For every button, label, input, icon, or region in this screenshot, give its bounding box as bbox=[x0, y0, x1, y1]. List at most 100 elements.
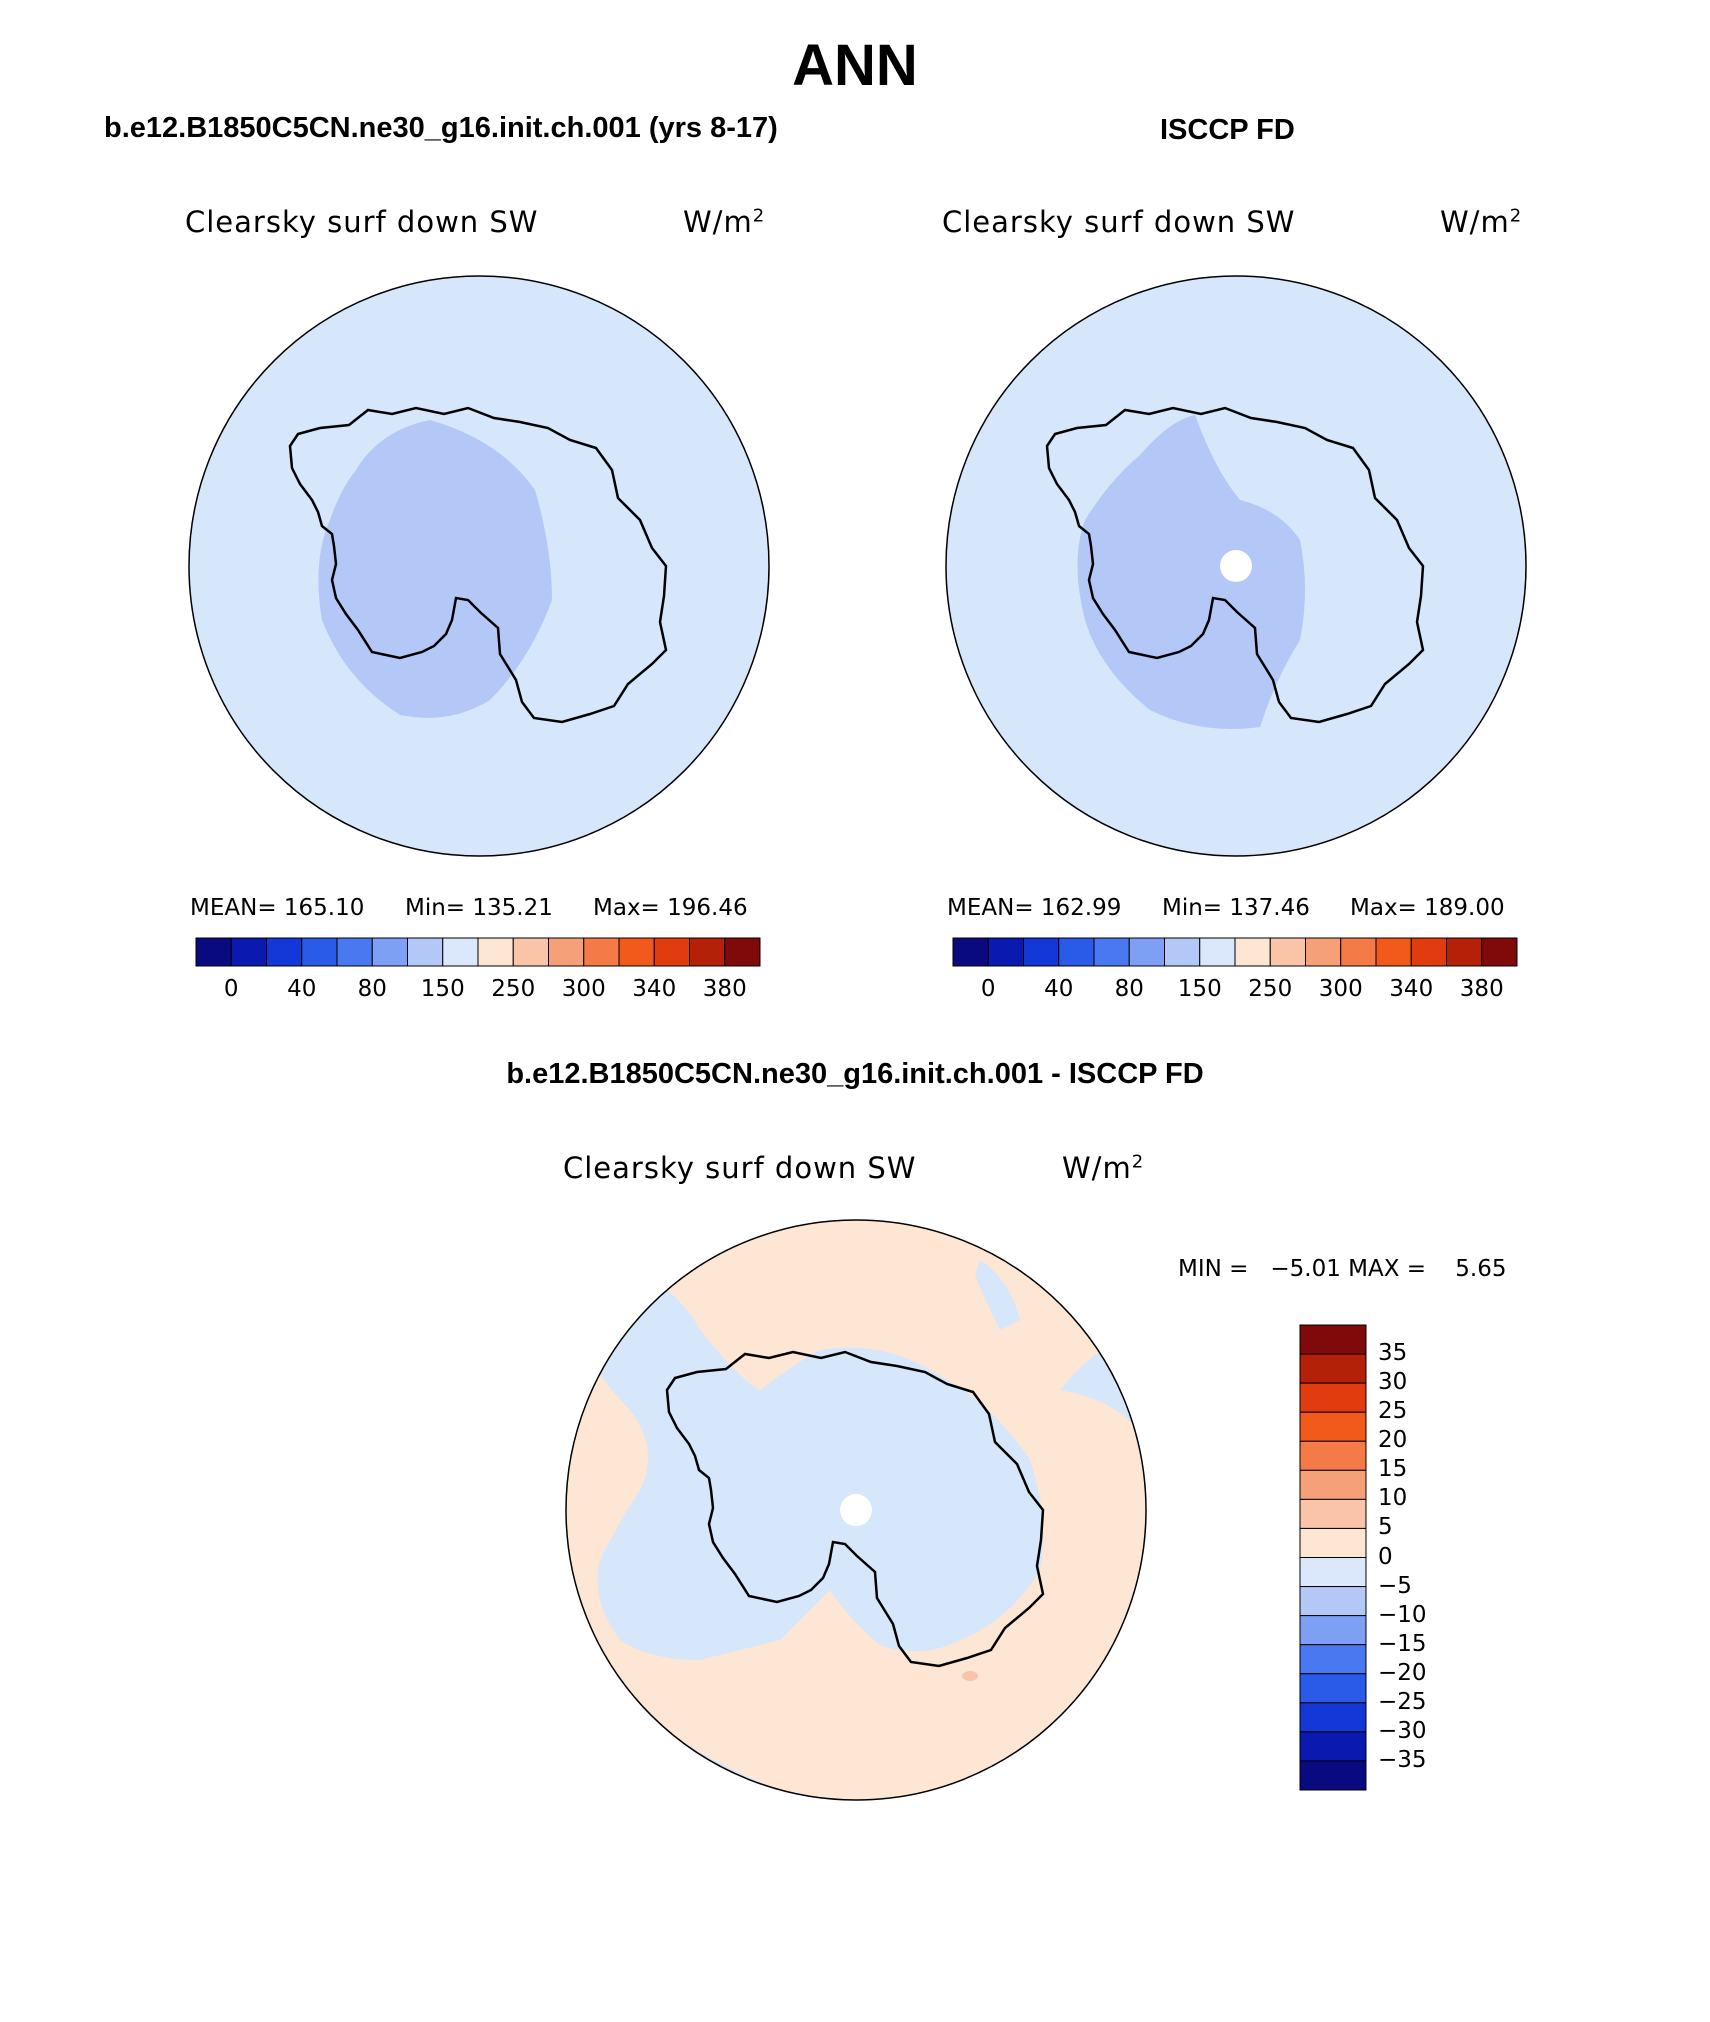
colorbar-swatch bbox=[1299, 1673, 1367, 1704]
colorbar-swatch bbox=[724, 937, 761, 967]
colorbar-swatch bbox=[1299, 1324, 1367, 1355]
colorbar-swatch bbox=[1375, 937, 1412, 967]
colorbar-diff bbox=[1299, 1324, 1367, 1791]
colorbar-tick-label: 250 bbox=[1248, 976, 1293, 1002]
map-diff bbox=[566, 1220, 1146, 1800]
panel-diff-minmax: MIN = −5.01 MAX = 5.65 bbox=[1178, 1256, 1507, 1282]
colorbar-swatch bbox=[442, 937, 479, 967]
map-model bbox=[189, 276, 769, 856]
colorbar-tick-label: 30 bbox=[1378, 1369, 1408, 1396]
colorbar-swatch bbox=[1164, 937, 1201, 967]
panel-diff-subtitle: b.e12.B1850C5CN.ne30_g16.init.ch.001 - I… bbox=[506, 1058, 1204, 1090]
colorbar-swatch bbox=[689, 937, 726, 967]
colorbar-swatch bbox=[1299, 1702, 1367, 1733]
colorbar-swatch bbox=[1410, 937, 1447, 967]
colorbar-swatch bbox=[952, 937, 989, 967]
colorbar-tick-label: 340 bbox=[1389, 976, 1434, 1002]
colorbar-tick-label: 0 bbox=[980, 976, 996, 1002]
colorbar-swatch bbox=[336, 937, 373, 967]
low-value-region bbox=[1077, 415, 1305, 729]
colorbar-swatch bbox=[1340, 937, 1377, 967]
colorbar-tick-label: 300 bbox=[561, 976, 606, 1002]
colorbar-swatch bbox=[1128, 937, 1165, 967]
colorbar-tick-label: 380 bbox=[1459, 976, 1504, 1002]
colorbar-tick-label: −10 bbox=[1378, 1601, 1427, 1628]
missing-data-pole bbox=[1220, 550, 1252, 582]
colorbar-swatch bbox=[1299, 1527, 1367, 1558]
colorbar-tick-label: −35 bbox=[1378, 1746, 1427, 1773]
colorbar-tick-label: 0 bbox=[223, 976, 239, 1002]
colorbar-tick-label: 25 bbox=[1378, 1398, 1408, 1425]
colorbar-swatch bbox=[1299, 1760, 1367, 1791]
figure-title: ANN bbox=[792, 33, 918, 98]
colorbar-tick-label: 40 bbox=[1044, 976, 1074, 1002]
colorbar-tick-label: 40 bbox=[287, 976, 317, 1002]
colorbar-swatch bbox=[1199, 937, 1236, 967]
panel-diff-units: W/m2 bbox=[1062, 1151, 1145, 1185]
colorbar-swatch bbox=[548, 937, 585, 967]
panel-diff-variable: Clearsky surf down SW bbox=[563, 1151, 917, 1185]
colorbar-swatch bbox=[371, 937, 408, 967]
colorbar-swatch bbox=[1299, 1644, 1367, 1675]
colorbar-swatch bbox=[1481, 937, 1518, 967]
colorbar-swatch bbox=[1299, 1586, 1367, 1617]
missing-data-pole bbox=[840, 1494, 872, 1526]
colorbar-tick-label: 5 bbox=[1378, 1514, 1393, 1541]
colorbar-tick-label: 35 bbox=[1378, 1340, 1408, 1367]
panel-model-max: Max= 196.46 bbox=[593, 895, 748, 921]
colorbar-tick-label: 150 bbox=[420, 976, 465, 1002]
colorbar-swatch bbox=[1058, 937, 1095, 967]
colorbar-tick-label: 300 bbox=[1318, 976, 1363, 1002]
colorbar-tick-label: −30 bbox=[1378, 1717, 1427, 1744]
colorbar-tick-label: 15 bbox=[1378, 1456, 1408, 1483]
map-obs bbox=[946, 276, 1526, 856]
panel-obs-min: Min= 137.46 bbox=[1162, 895, 1310, 921]
panel-obs-units: W/m2 bbox=[1440, 205, 1523, 239]
colorbar-tick-label: 380 bbox=[702, 976, 747, 1002]
colorbar-swatch bbox=[230, 937, 267, 967]
panel-model-subtitle: b.e12.B1850C5CN.ne30_g16.init.ch.001 (yr… bbox=[104, 112, 778, 144]
panel-model-min: Min= 135.21 bbox=[405, 895, 553, 921]
colorbar-tick-label: 0 bbox=[1378, 1543, 1393, 1570]
map-diff-border bbox=[565, 1219, 1147, 1801]
colorbar-swatch bbox=[1305, 937, 1342, 967]
colorbar-tick-label: 340 bbox=[632, 976, 677, 1002]
colorbar-swatch bbox=[1023, 937, 1060, 967]
colorbar-swatch bbox=[1446, 937, 1483, 967]
panel-model-units: W/m2 bbox=[683, 205, 766, 239]
colorbar-swatch bbox=[301, 937, 338, 967]
colorbar-tick-label: 80 bbox=[1114, 976, 1144, 1002]
panel-obs-variable: Clearsky surf down SW bbox=[942, 205, 1296, 239]
colorbar-swatch bbox=[477, 937, 514, 967]
colorbar-swatch bbox=[1299, 1440, 1367, 1471]
colorbar-swatch bbox=[266, 937, 303, 967]
colorbar-tick-label: 20 bbox=[1378, 1427, 1408, 1454]
colorbar-swatch bbox=[653, 937, 690, 967]
colorbar-swatch bbox=[1093, 937, 1130, 967]
panel-model-variable: Clearsky surf down SW bbox=[185, 205, 539, 239]
colorbar-swatch bbox=[1269, 937, 1306, 967]
panel-obs-max: Max= 189.00 bbox=[1350, 895, 1505, 921]
colorbar-tick-label: 10 bbox=[1378, 1485, 1408, 1512]
colorbar-swatch bbox=[1299, 1557, 1367, 1588]
colorbar-tick-label: −5 bbox=[1378, 1572, 1412, 1599]
low-value-region bbox=[318, 420, 552, 718]
colorbar-tick-label: 80 bbox=[357, 976, 387, 1002]
colorbar-tick-label: −15 bbox=[1378, 1630, 1427, 1657]
panel-model-mean: MEAN= 165.10 bbox=[190, 895, 365, 921]
positive-diff-spot bbox=[962, 1671, 978, 1681]
colorbar-tick-label: −20 bbox=[1378, 1659, 1427, 1686]
map-model-border bbox=[188, 275, 770, 857]
colorbar-swatch bbox=[987, 937, 1024, 967]
negative-diff-region bbox=[975, 1260, 1020, 1330]
colorbar-model bbox=[195, 937, 761, 967]
colorbar-tick-label: 250 bbox=[491, 976, 536, 1002]
colorbar-swatch bbox=[1299, 1382, 1367, 1413]
colorbar-swatch bbox=[1234, 937, 1271, 967]
colorbar-swatch bbox=[195, 937, 232, 967]
negative-diff-region bbox=[580, 1260, 1044, 1660]
colorbar-swatch bbox=[512, 937, 549, 967]
colorbar-tick-label: 150 bbox=[1177, 976, 1222, 1002]
colorbar-swatch bbox=[407, 937, 444, 967]
